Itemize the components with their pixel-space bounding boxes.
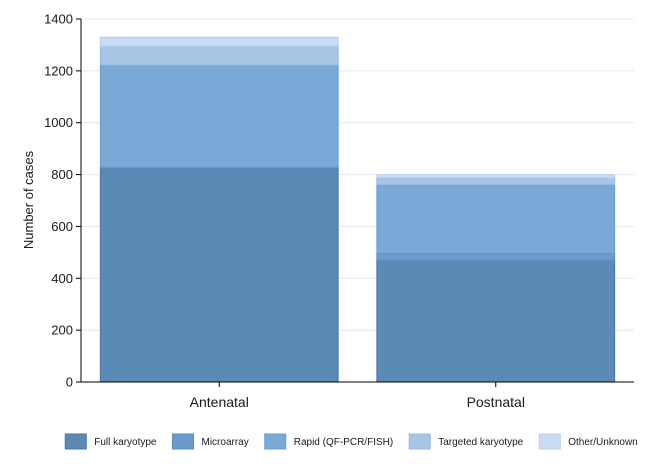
y-tick-label: 800	[51, 167, 73, 182]
bar-segment	[99, 45, 339, 66]
bar-segment	[99, 36, 339, 47]
legend-label: Other/Unknown	[568, 437, 637, 448]
legend-swatch	[64, 433, 87, 450]
y-tick-label: 600	[51, 219, 73, 234]
legend-label: Rapid (QF-PCR/FISH)	[294, 437, 393, 448]
legend-label: Targeted karyotype	[438, 437, 523, 448]
bar-segment	[99, 167, 339, 383]
bar-segment	[376, 184, 616, 254]
y-tick-label: 1200	[44, 63, 73, 78]
y-tick-label: 400	[51, 271, 73, 286]
legend-label: Full karyotype	[94, 437, 157, 448]
legend-item: Full karyotype	[64, 433, 157, 450]
y-axis-title: Number of cases	[21, 150, 36, 249]
axes	[80, 19, 634, 383]
y-tick-label: 1000	[44, 115, 73, 130]
legend: Full karyotype Microarray Rapid (QF-PCR/FI…	[64, 433, 638, 450]
legend-item: Other/Unknown	[538, 433, 638, 450]
x-tick-labels: Antenatal Postnatal	[190, 382, 525, 410]
y-ticks: 0 200 400 600 800 1000 1200 1400	[44, 12, 81, 390]
x-tick-label: Postnatal	[467, 394, 525, 410]
bar-segment	[376, 260, 616, 383]
legend-item: Targeted karyotype	[408, 433, 524, 450]
legend-swatch	[408, 433, 431, 450]
y-tick-label: 0	[66, 375, 73, 390]
bar-segment	[376, 252, 616, 262]
y-tick-label: 1400	[44, 12, 73, 27]
legend-swatch	[538, 433, 561, 450]
bar-segment	[376, 174, 616, 179]
bar-segment	[99, 64, 339, 168]
legend-swatch	[264, 433, 287, 450]
bars	[99, 36, 616, 383]
legend-label: Microarray	[202, 437, 249, 448]
x-tick-label: Antenatal	[190, 394, 249, 410]
legend-item: Rapid (QF-PCR/FISH)	[264, 433, 393, 450]
legend-item: Microarray	[172, 433, 249, 450]
y-tick-label: 200	[51, 323, 73, 338]
bar-segment	[376, 177, 616, 186]
legend-swatch	[172, 433, 195, 450]
